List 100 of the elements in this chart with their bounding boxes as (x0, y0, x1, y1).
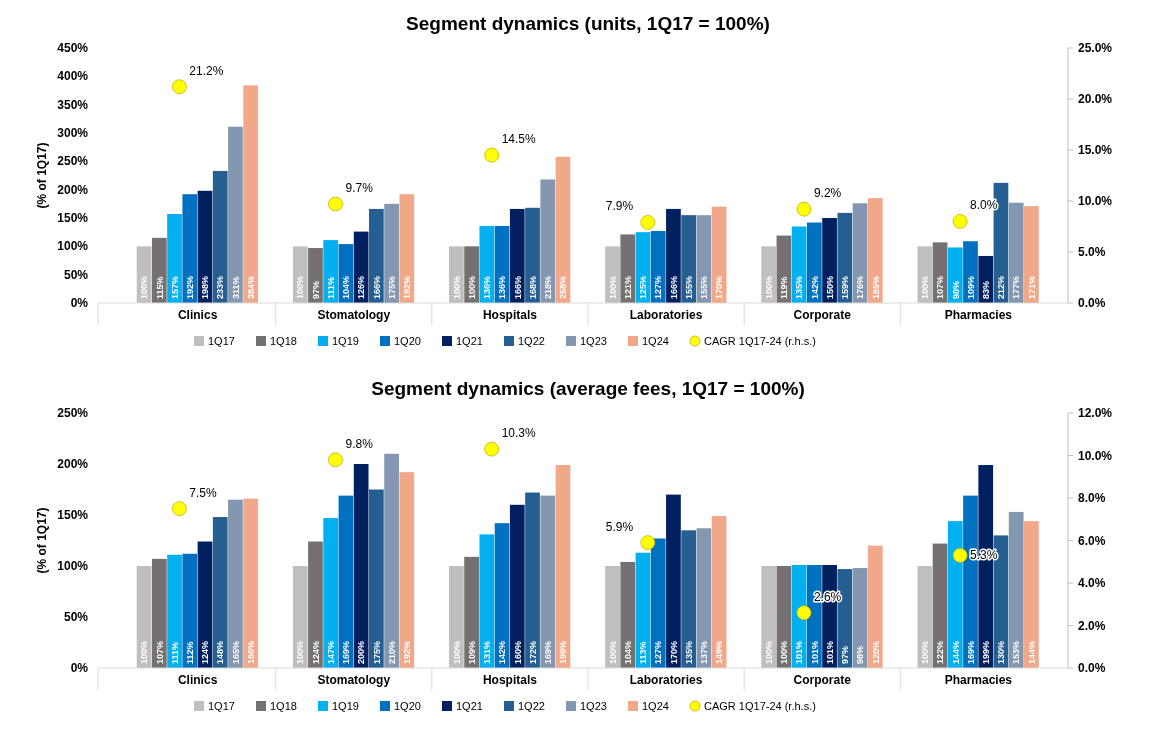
data-label: 112% (185, 641, 196, 664)
data-label: 144% (1026, 640, 1037, 664)
bar (384, 203, 399, 303)
bar (353, 464, 369, 668)
data-label: 311% (230, 276, 241, 299)
data-label: 98% (950, 280, 961, 299)
data-label: 100% (763, 640, 774, 664)
data-label: 124% (200, 640, 211, 664)
data-label: 100% (607, 640, 618, 664)
data-label: 21.2% (189, 63, 224, 78)
data-label: 166% (668, 275, 679, 299)
bar (650, 231, 666, 303)
bar (525, 207, 540, 303)
point (171, 79, 187, 95)
bar (1024, 521, 1039, 668)
legend-label: 1Q19 (332, 335, 359, 347)
legend-label: 1Q20 (394, 700, 421, 712)
y-tick-label: 250% (57, 154, 89, 169)
y-tick-label: 450% (57, 41, 89, 55)
bar (323, 518, 339, 668)
chart-title: Segment dynamics (units, 1Q17 = 100%) (406, 13, 770, 34)
data-label: 107% (935, 275, 946, 299)
data-label: 100% (763, 275, 774, 299)
data-label: 101% (824, 640, 835, 664)
bar (947, 521, 963, 668)
bar (228, 499, 243, 668)
data-label: 142% (497, 640, 508, 664)
data-label: 107% (154, 640, 165, 664)
x-tick-label: Hospitals (482, 308, 538, 322)
data-label: 113% (638, 641, 649, 664)
bar (151, 558, 167, 668)
data-label: 115% (154, 276, 165, 299)
legend-label: 1Q18 (270, 700, 297, 712)
data-label: 258% (558, 275, 569, 299)
data-label: 125% (638, 275, 649, 299)
bar (369, 208, 384, 303)
y2-tick-label: 20.0% (1078, 92, 1113, 106)
point (796, 605, 812, 621)
data-label: 177% (1011, 275, 1022, 299)
data-label: 199% (558, 640, 569, 664)
x-tick-label: Corporate (793, 673, 852, 687)
data-label: 169% (341, 640, 352, 664)
data-label: 136% (482, 275, 493, 299)
data-label: 172% (527, 640, 538, 664)
x-tick-label: Pharmacies (944, 673, 1013, 687)
y-tick-label: 0% (70, 296, 89, 310)
chart-title: Segment dynamics (average fees, 1Q17 = 100%) (371, 378, 805, 399)
data-label: 159% (840, 275, 851, 299)
y-axis-title: (% of 1Q17) (35, 142, 49, 209)
data-label: 100% (607, 275, 618, 299)
x-tick-label: Pharmacies (944, 308, 1013, 322)
data-label: 100% (779, 640, 790, 664)
y2-tick-label: 4.0% (1078, 576, 1106, 590)
bar (167, 214, 182, 303)
point (484, 147, 500, 163)
data-label: 10.3% (501, 426, 537, 441)
bar (620, 234, 636, 303)
data-label: 101% (809, 640, 820, 664)
data-label: 200% (356, 640, 367, 664)
bar (917, 566, 933, 668)
legend-label: 1Q23 (580, 700, 607, 712)
bar (369, 489, 384, 668)
legend-label: 1Q21 (456, 700, 483, 712)
bar (338, 495, 354, 668)
data-label: 170% (714, 275, 725, 299)
data-label: 109% (965, 275, 976, 299)
bar (292, 566, 308, 668)
y-tick-label: 100% (57, 239, 89, 254)
data-label: 122% (935, 640, 946, 664)
y-axis-title: (% of 1Q17) (35, 507, 49, 574)
y2-tick-label: 0.0% (1078, 296, 1106, 310)
data-label: 104% (623, 640, 634, 664)
y2-tick-label: 10.0% (1078, 194, 1113, 208)
point (171, 501, 187, 517)
data-label: 124% (310, 640, 321, 664)
data-label: 127% (653, 640, 664, 664)
data-label: 171% (1026, 275, 1037, 299)
bar (666, 208, 681, 303)
bar (212, 170, 228, 303)
bar (867, 198, 883, 303)
point (952, 214, 968, 229)
data-label: 175% (371, 640, 382, 664)
data-label: 111% (169, 641, 180, 664)
bar (509, 208, 525, 303)
bar (399, 472, 415, 668)
y-tick-label: 300% (57, 126, 89, 140)
point (796, 201, 812, 217)
bar (182, 194, 198, 303)
data-label: 166% (371, 275, 382, 299)
bar (1008, 202, 1024, 303)
bar (509, 504, 525, 668)
data-label: 166% (245, 640, 256, 664)
x-tick-label: Clinics (177, 673, 218, 687)
data-label: 176% (855, 275, 866, 299)
bar (666, 494, 681, 668)
data-label: 7.5% (189, 485, 218, 500)
data-label: 119% (779, 276, 790, 299)
bar (822, 218, 837, 303)
legend-label: 1Q20 (394, 335, 421, 347)
y2-tick-label: 15.0% (1078, 143, 1113, 157)
